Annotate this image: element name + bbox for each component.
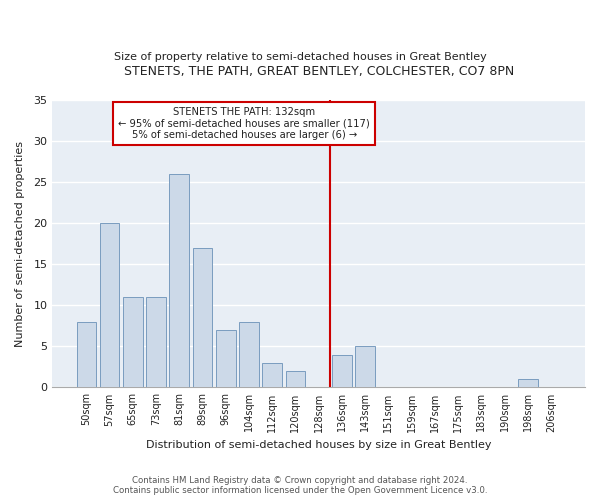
- Text: Size of property relative to semi-detached houses in Great Bentley: Size of property relative to semi-detach…: [113, 52, 487, 62]
- Bar: [262, 363, 282, 388]
- X-axis label: Distribution of semi-detached houses by size in Great Bentley: Distribution of semi-detached houses by …: [146, 440, 491, 450]
- Text: Contains HM Land Registry data © Crown copyright and database right 2024.
Contai: Contains HM Land Registry data © Crown c…: [113, 476, 487, 495]
- Bar: [77, 322, 96, 388]
- Bar: [123, 297, 143, 388]
- Bar: [332, 354, 352, 388]
- Title: STENETS, THE PATH, GREAT BENTLEY, COLCHESTER, CO7 8PN: STENETS, THE PATH, GREAT BENTLEY, COLCHE…: [124, 65, 514, 78]
- Bar: [100, 223, 119, 388]
- Bar: [146, 297, 166, 388]
- Bar: [193, 248, 212, 388]
- Bar: [169, 174, 189, 388]
- Text: STENETS THE PATH: 132sqm
← 95% of semi-detached houses are smaller (117)
5% of s: STENETS THE PATH: 132sqm ← 95% of semi-d…: [118, 106, 370, 140]
- Bar: [518, 379, 538, 388]
- Bar: [355, 346, 375, 388]
- Y-axis label: Number of semi-detached properties: Number of semi-detached properties: [15, 140, 25, 346]
- Bar: [239, 322, 259, 388]
- Bar: [286, 371, 305, 388]
- Bar: [216, 330, 236, 388]
